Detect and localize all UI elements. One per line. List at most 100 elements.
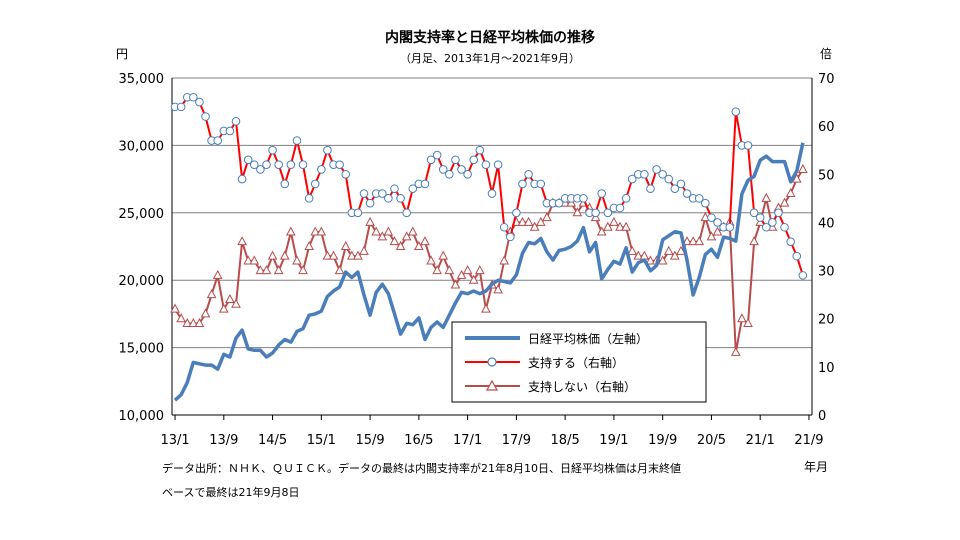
support-series-point (725, 222, 735, 232)
x-tick-label: 20/5 (697, 433, 726, 448)
nonsupport-series-point (761, 192, 772, 202)
nonsupport-series-point (212, 269, 223, 279)
nonsupport-series-point (383, 226, 394, 236)
x-tick-label: 17/9 (502, 433, 531, 448)
nonsupport-series-point (791, 173, 802, 183)
support-series-point (755, 213, 765, 222)
support-series-point (798, 271, 808, 280)
nonsupport-series-point (523, 216, 534, 226)
support-series-point (457, 165, 466, 174)
support-series-point (249, 160, 259, 169)
support-series-point (621, 194, 631, 203)
support-series-point (682, 189, 692, 198)
nonsupport-series-point (444, 265, 455, 275)
support-series-point (469, 155, 479, 165)
support-series-point (280, 179, 290, 189)
support-series-point (256, 165, 265, 174)
nonsupport-series-point (206, 289, 217, 299)
nonsupport-series-point (218, 303, 229, 313)
support-series-point (298, 160, 308, 169)
support-series-point (445, 169, 454, 179)
nonsupport-series-point (609, 216, 619, 226)
support-series-point (627, 174, 637, 184)
nonsupport-series-point (779, 197, 790, 207)
support-series-point (341, 169, 351, 179)
support-series-point (658, 169, 667, 179)
support-series-point (780, 222, 789, 232)
nonsupport-series-point (663, 245, 674, 255)
nonsupport-series-point (407, 226, 418, 236)
nonsupport-series-point (243, 255, 254, 265)
x-tick-label: 14/5 (258, 433, 287, 448)
x-tick-label: 19/9 (648, 433, 677, 448)
support-series-point (792, 251, 802, 261)
support-series-point (463, 169, 472, 179)
nonsupport-series-point (542, 212, 552, 222)
nonsupport-series-point (170, 303, 180, 313)
nonsupport-series-point (182, 317, 193, 328)
left-tick-label: 25,000 (119, 207, 165, 222)
chart-title: 内閣支持率と日経平均株価の推移 (385, 29, 595, 46)
nonsupport-series-point (621, 221, 631, 231)
support-series-point (384, 194, 393, 203)
nonsupport-series-point (676, 245, 686, 255)
nonsupport-series-point (188, 317, 199, 328)
footnote-line-2: ベースで最終は21年9月8日 (162, 486, 300, 499)
support-series-point (640, 169, 649, 179)
nonsupport-series-point (420, 236, 430, 246)
nonsupport-series-point (785, 187, 796, 198)
support-series-point (493, 160, 503, 169)
support-series-point (268, 145, 277, 155)
nonsupport-series-point (730, 346, 741, 356)
support-series-point (475, 145, 485, 155)
x-tick-label: 21/1 (746, 433, 775, 448)
nonsupport-series-point (481, 303, 491, 313)
axes (171, 78, 813, 420)
support-series-point (603, 208, 613, 218)
nonsupport-series-point (633, 250, 644, 260)
support-series-point (243, 155, 253, 165)
nonsupport-series-point (200, 308, 211, 318)
nonsupport-series-point (340, 240, 351, 250)
support-series-point (292, 136, 302, 145)
nonsupport-series-point (346, 250, 357, 260)
nonsupport-series-point (328, 250, 339, 260)
legend-nikkei-label: 日経平均株価（左軸） (528, 331, 648, 346)
nonsupport-series-point (493, 284, 503, 294)
nonsupport-series-point (249, 255, 260, 265)
support-series-point (420, 179, 430, 189)
support-series-point (676, 179, 686, 189)
support-series-point (377, 189, 387, 198)
nonsupport-series-point (572, 207, 583, 217)
nonsupport-series-point (286, 226, 296, 236)
support-series-point (451, 155, 460, 165)
right-axis-unit: 倍 (820, 46, 832, 61)
nonsupport-series-point (749, 236, 759, 246)
footnote-line-1: データ出所：ＮＨＫ、ＱＵＩＣＫ。データの最終は内閣支持率が21年8月10日、日経… (162, 462, 681, 475)
support-series-point (743, 141, 753, 150)
nonsupport-series-point (395, 240, 406, 250)
support-series-point (481, 160, 491, 169)
nonsupport-series-point (194, 317, 205, 328)
support-series-point (176, 102, 186, 112)
nonsupport-series-point (535, 216, 546, 226)
left-axis-unit: 円 (116, 47, 128, 61)
series-layer (170, 92, 808, 402)
nonsupport-series-point (316, 226, 327, 236)
nonsupport-series-point (602, 221, 613, 231)
support-series-point (231, 117, 241, 126)
support-series-point (359, 189, 369, 198)
nonsupport-series-point (456, 269, 467, 279)
nonsupport-series-point (657, 255, 668, 265)
support-series-point (286, 160, 296, 169)
support-series-point (731, 107, 741, 116)
nonsupport-series-point (359, 245, 369, 255)
support-series-point (438, 165, 448, 174)
support-series-point (615, 203, 625, 213)
nonsupport-series-point (499, 255, 510, 265)
nonsupport-series-point (371, 226, 382, 236)
nonsupport-series-point (468, 274, 479, 284)
support-series-point (536, 179, 546, 189)
left-tick-label: 20,000 (119, 274, 165, 289)
